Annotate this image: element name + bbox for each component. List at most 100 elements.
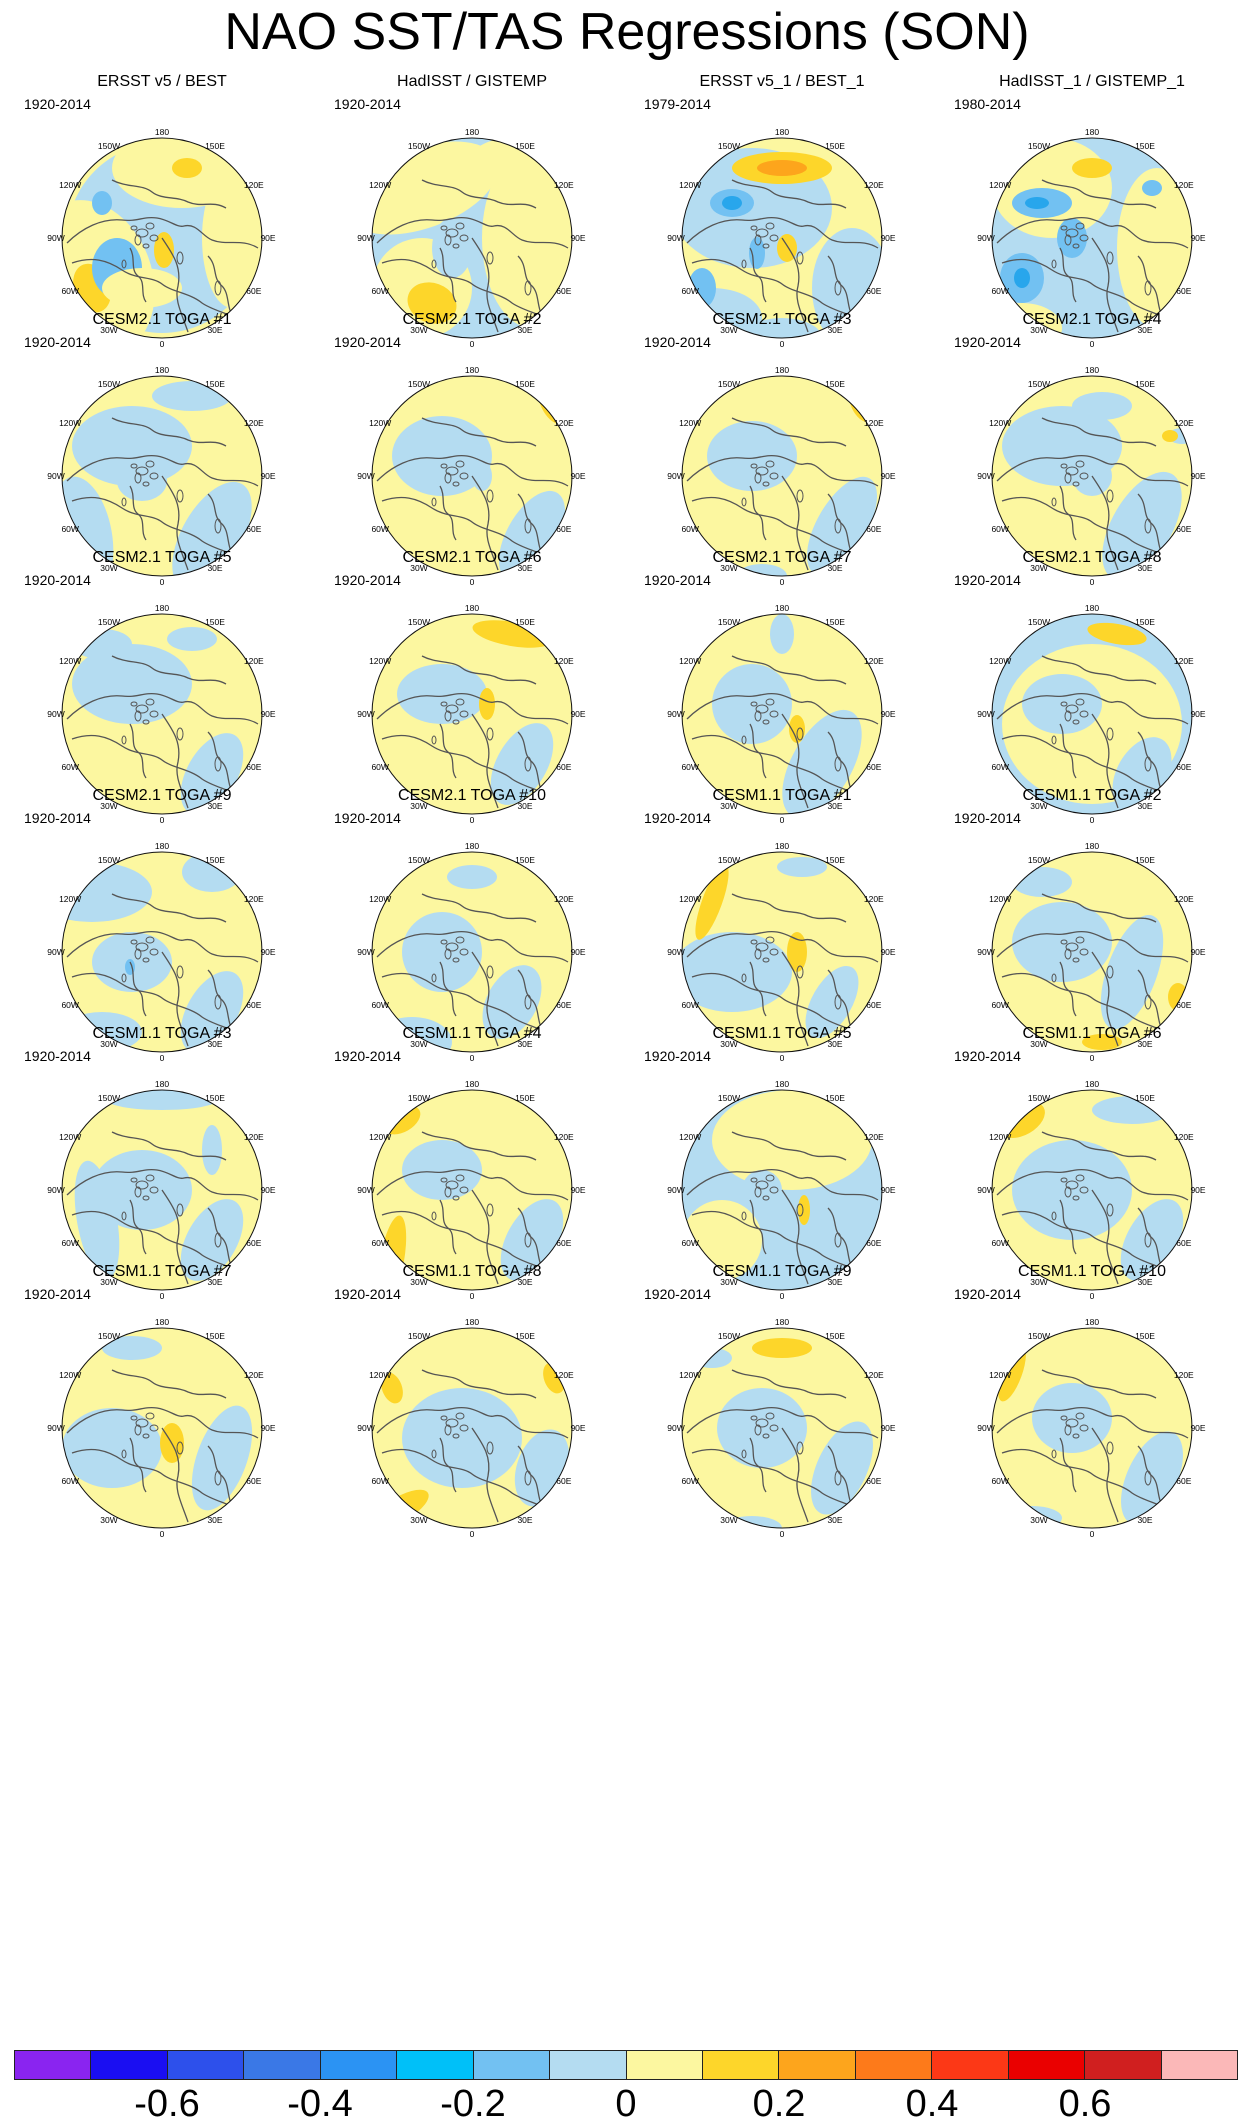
island-outline [765, 1174, 775, 1182]
longitude-label: 120E [554, 1132, 574, 1142]
anomaly-region [712, 664, 792, 744]
island-outline [834, 756, 842, 772]
longitude-label: 0 [1090, 1053, 1095, 1063]
panel-title: CESM1.1 TOGA #9 [712, 1263, 852, 1280]
coastline [731, 655, 847, 685]
island-outline [1075, 1412, 1085, 1420]
panel-years: 1920-2014 [24, 1048, 91, 1064]
colorbar-swatch [932, 2051, 1009, 2079]
map-border [61, 1327, 263, 1529]
longitude-label: 150E [515, 617, 535, 627]
coastline [207, 255, 235, 319]
polar-map: 180 150E 120E 90E 60E 30E 0 30W 60W 90W 120W 150W [47, 365, 276, 587]
longitude-label: 90W [977, 947, 994, 957]
island-outline [431, 735, 437, 745]
island-outline [1075, 698, 1085, 706]
longitude-label: 60E [246, 1238, 261, 1248]
longitude-label: 30W [720, 1515, 737, 1525]
anomaly-field [372, 614, 572, 814]
longitude-label: 30W [1030, 1039, 1047, 1049]
island-outline [1106, 251, 1114, 265]
anomaly-region [1092, 1096, 1172, 1124]
island-outline [755, 704, 769, 714]
island-outline [1106, 1203, 1114, 1217]
coastline [1059, 723, 1077, 779]
anomaly-region [1142, 180, 1162, 196]
longitude-label: 150E [515, 1331, 535, 1341]
coastline [207, 731, 235, 795]
polar-map: 180 150E 120E 90E 60E 30E 0 30W 60W 90W 120W 150W [977, 127, 1206, 349]
coastline [161, 475, 189, 571]
longitude-label: 120W [369, 894, 391, 904]
island-outline [149, 472, 159, 480]
coastline [376, 930, 569, 963]
coastline [129, 247, 147, 303]
anomaly-region [807, 476, 877, 576]
island-outline [1060, 225, 1068, 231]
longitude-label: 60W [371, 1000, 388, 1010]
longitude-label: 90E [1190, 1423, 1205, 1433]
longitude-label: 150W [98, 141, 120, 151]
colorbar-swatch [626, 2051, 703, 2079]
longitude-label: 150W [718, 1331, 740, 1341]
island-outline [134, 234, 142, 246]
coastline [517, 731, 545, 795]
island-outline [149, 948, 159, 956]
longitude-label: 30E [1137, 1039, 1152, 1049]
anomaly-region [1057, 218, 1087, 258]
longitude-label: 30W [720, 801, 737, 811]
longitude-label: 30W [410, 1515, 427, 1525]
island-outline [524, 994, 532, 1010]
panel-title: ERSST v5_1 / BEST_1 [699, 73, 865, 90]
colorbar [14, 2050, 1238, 2080]
longitude-label: 90E [880, 1423, 895, 1433]
island-outline [444, 710, 452, 722]
island-outline [1079, 948, 1089, 956]
coastline [66, 1168, 259, 1201]
island-outline [762, 719, 770, 725]
coastline [1137, 731, 1165, 795]
longitude-label: 120W [59, 656, 81, 666]
island-outline [1075, 222, 1085, 230]
polar-map: 180 150E 120E 90E 60E 30E 0 30W 60W 90W 120W 150W [357, 365, 586, 587]
map-panel: CESM2.1 TOGA #5 1920-2014 180 150E 120E 90E 60… [12, 548, 312, 868]
longitude-label: 90W [977, 1185, 994, 1195]
anomaly-region [752, 1338, 812, 1358]
coastline [439, 1199, 457, 1255]
longitude-label: 120W [369, 180, 391, 190]
panel-title: CESM1.1 TOGA #1 [712, 787, 852, 804]
longitude-label: 30E [207, 1039, 222, 1049]
coastline [517, 1445, 545, 1509]
coastline [1001, 972, 1171, 1035]
polar-map: 180 150E 120E 90E 60E 30E 0 30W 60W 90W 120W 150W [667, 841, 896, 1063]
anomaly-region [107, 1090, 217, 1110]
longitude-label: 120E [1174, 180, 1194, 190]
longitude-label: 30E [1137, 1277, 1152, 1287]
map-border [681, 137, 883, 339]
coastline [421, 417, 537, 447]
longitude-label: 0 [780, 577, 785, 587]
coastline [1137, 969, 1165, 1033]
longitude-label: 90W [977, 471, 994, 481]
coastline [686, 692, 879, 725]
anomaly-field [682, 1328, 882, 1528]
longitude-label: 60W [991, 762, 1008, 772]
longitude-label: 0 [1090, 577, 1095, 587]
longitude-label: 30W [720, 563, 737, 573]
longitude-label: 60E [866, 286, 881, 296]
coastline [1041, 893, 1157, 923]
map-border [681, 375, 883, 577]
coastline [686, 216, 879, 249]
polar-map: 180 150E 120E 90E 60E 30E 0 30W 60W 90W 120W 150W [977, 1317, 1206, 1539]
longitude-label: 150E [825, 141, 845, 151]
longitude-label: 90W [667, 233, 684, 243]
longitude-label: 180 [775, 1317, 789, 1327]
longitude-label: 90W [667, 1185, 684, 1195]
panel-years: 1920-2014 [334, 1286, 401, 1302]
longitude-label: 90E [260, 709, 275, 719]
longitude-label: 30W [720, 1039, 737, 1049]
map-panel: ERSST v5_1 / BEST_1 1979-2014 180 150E 120E 9… [632, 72, 932, 392]
longitude-label: 120E [864, 180, 884, 190]
longitude-label: 180 [465, 603, 479, 613]
island-outline [834, 1232, 842, 1248]
